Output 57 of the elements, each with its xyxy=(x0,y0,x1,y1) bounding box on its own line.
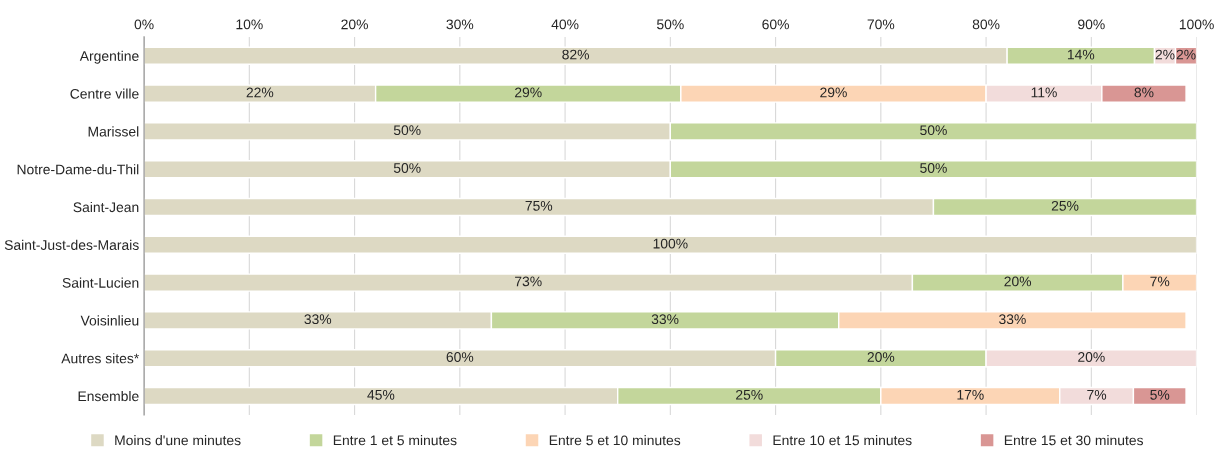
x-tick-label: 20% xyxy=(341,19,368,30)
data-label: 50% xyxy=(920,125,947,136)
x-tick-label: 80% xyxy=(972,19,1000,30)
data-label: 20% xyxy=(1004,276,1032,287)
legend-label: Entre 5 et 10 minutes xyxy=(549,435,681,446)
legend-label: Entre 1 et 5 minutes xyxy=(333,435,457,446)
data-label: 100% xyxy=(653,238,688,249)
y-tick-label: Autres sites* xyxy=(61,353,139,364)
legend-label: Entre 15 et 30 minutes xyxy=(1004,435,1144,446)
data-label: 2% xyxy=(1176,49,1196,60)
data-label: 20% xyxy=(867,352,895,362)
data-label: 50% xyxy=(393,163,421,173)
data-label: 33% xyxy=(999,314,1026,325)
data-label: 8% xyxy=(1134,87,1154,98)
y-tick-label: Notre-Dame-du-Thil xyxy=(17,164,139,175)
data-label: 75% xyxy=(525,200,553,211)
data-label: 11% xyxy=(1031,87,1057,98)
x-tick-label: 40% xyxy=(551,19,579,30)
x-tick-label: 50% xyxy=(656,19,684,30)
data-label: 33% xyxy=(651,314,679,325)
data-label: 7% xyxy=(1150,276,1170,287)
data-label: 25% xyxy=(1051,200,1079,211)
x-tick-label: 70% xyxy=(867,19,895,30)
data-label: 60% xyxy=(446,352,474,362)
data-label: 2% xyxy=(1155,49,1175,60)
data-label: 50% xyxy=(393,125,421,136)
y-tick-label: Saint-Jean xyxy=(73,201,139,213)
bar xyxy=(144,235,1197,254)
data-label: 5% xyxy=(1150,389,1170,400)
data-label: 29% xyxy=(820,87,847,98)
data-label: 22% xyxy=(246,87,274,98)
data-label: 29% xyxy=(515,87,542,98)
legend-label: Moins d'une minutes xyxy=(115,435,241,446)
data-label: 14% xyxy=(1067,49,1095,60)
y-tick-label: Marissel xyxy=(88,126,139,137)
x-tick-label: 90% xyxy=(1078,19,1105,30)
x-tick-label: 10% xyxy=(236,19,263,30)
y-tick-label: Argentine xyxy=(79,50,139,64)
x-tick-label: 60% xyxy=(762,19,789,30)
data-label: 7% xyxy=(1087,389,1107,400)
x-tick-label: 0% xyxy=(134,19,154,30)
data-label: 82% xyxy=(562,49,590,60)
y-tick-label: Saint-Lucien xyxy=(62,277,139,288)
y-tick-label: Voisinlieu xyxy=(80,315,139,326)
data-label: 20% xyxy=(1078,352,1105,362)
y-tick-label: Centre ville xyxy=(70,88,139,99)
legend-label: Entre 10 et 15 minutes xyxy=(773,435,912,446)
data-label: 25% xyxy=(736,389,763,400)
data-label: 17% xyxy=(957,389,984,400)
data-label: 50% xyxy=(920,163,947,173)
y-tick-label: Ensemble xyxy=(78,390,139,402)
data-label: 45% xyxy=(367,389,395,400)
data-label: 33% xyxy=(304,314,332,325)
x-tick-label: 100% xyxy=(1179,19,1214,30)
x-tick-label: 30% xyxy=(446,19,474,30)
y-tick-label: Saint-Just-des-Marais xyxy=(4,239,139,250)
data-label: 73% xyxy=(515,276,542,287)
